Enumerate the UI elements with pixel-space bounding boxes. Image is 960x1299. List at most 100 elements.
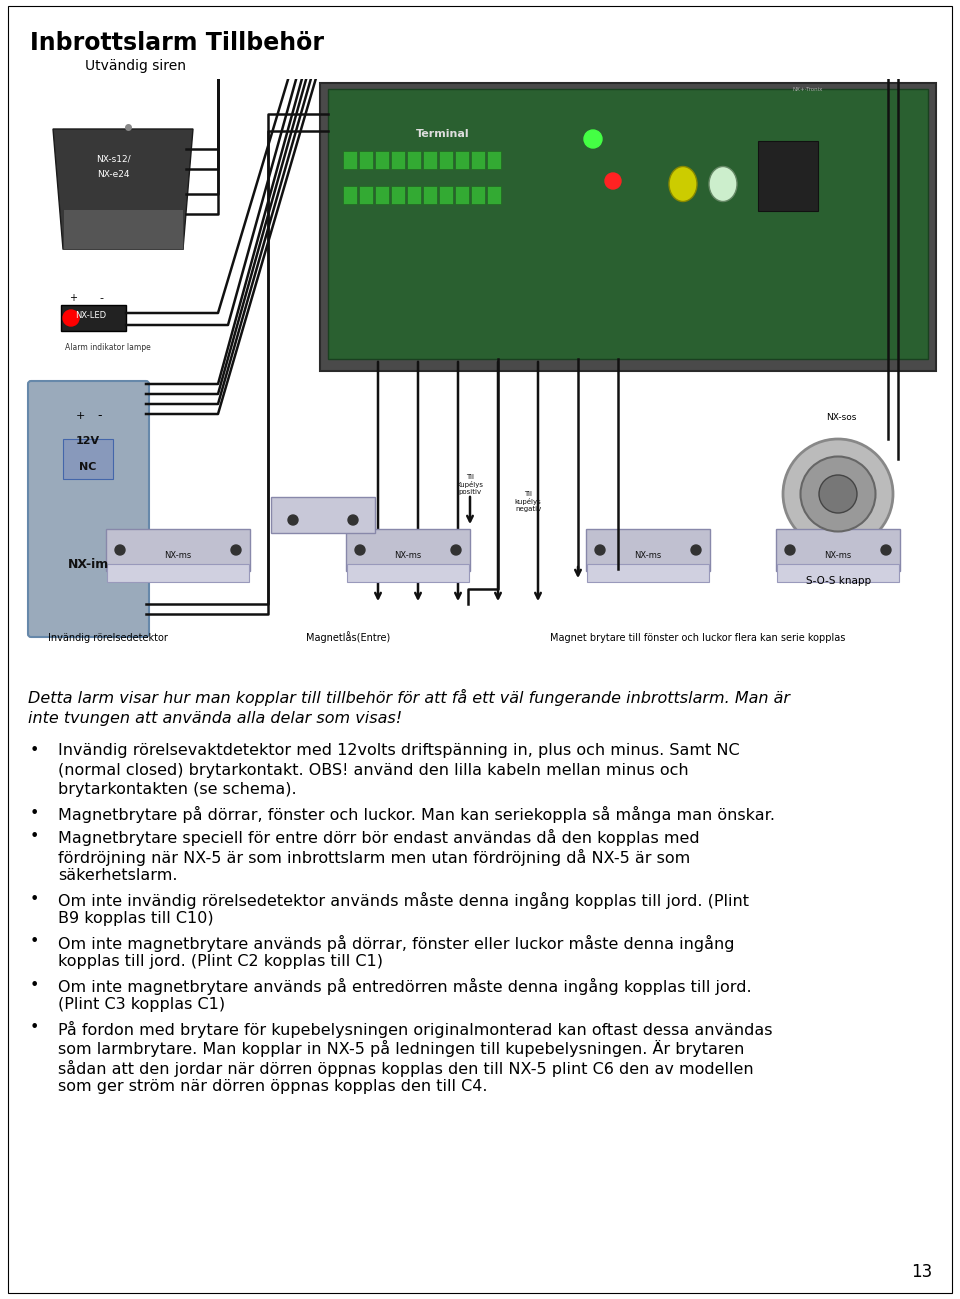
- Circle shape: [288, 514, 298, 525]
- Text: På fordon med brytare för kupebelysningen originalmonterad kan oftast dessa anvä: På fordon med brytare för kupebelysninge…: [58, 1021, 773, 1038]
- FancyBboxPatch shape: [391, 10, 405, 29]
- Text: NX+-Tronix: NX+-Tronix: [793, 87, 823, 92]
- Polygon shape: [53, 129, 193, 249]
- FancyBboxPatch shape: [439, 10, 453, 29]
- Text: •: •: [30, 829, 39, 844]
- Text: +: +: [75, 410, 84, 421]
- FancyBboxPatch shape: [628, 0, 758, 19]
- FancyBboxPatch shape: [359, 151, 373, 169]
- Circle shape: [785, 546, 795, 555]
- Ellipse shape: [740, 0, 776, 31]
- Text: Magnetlås(Entre): Magnetlås(Entre): [306, 631, 390, 643]
- FancyBboxPatch shape: [343, 45, 357, 64]
- Circle shape: [691, 546, 701, 555]
- Ellipse shape: [819, 475, 857, 513]
- Text: +: +: [69, 294, 77, 303]
- Text: Inbrottslarm Tillbehör: Inbrottslarm Tillbehör: [30, 31, 324, 55]
- Text: säkerhetslarm.: säkerhetslarm.: [58, 868, 178, 883]
- FancyBboxPatch shape: [391, 45, 405, 64]
- FancyBboxPatch shape: [391, 186, 405, 204]
- Text: NX-LED: NX-LED: [76, 310, 107, 320]
- Text: Om inte magnetbrytare används på dörrar, fönster eller luckor måste denna ingång: Om inte magnetbrytare används på dörrar,…: [58, 934, 734, 951]
- Text: Til
kupélys
negativ: Til kupélys negativ: [515, 491, 541, 512]
- Ellipse shape: [669, 166, 697, 201]
- Text: som larmbrytare. Man kopplar in NX-5 på ledningen till kupebelysningen. Är bryta: som larmbrytare. Man kopplar in NX-5 på …: [58, 1040, 744, 1057]
- FancyBboxPatch shape: [439, 45, 453, 64]
- Polygon shape: [63, 209, 183, 249]
- FancyBboxPatch shape: [455, 10, 469, 29]
- Text: sådan att den jordar när dörren öppnas kopplas den till NX-5 plint C6 den av mod: sådan att den jordar när dörren öppnas k…: [58, 1060, 754, 1077]
- Circle shape: [348, 514, 358, 525]
- FancyBboxPatch shape: [471, 186, 485, 204]
- Circle shape: [63, 310, 79, 326]
- FancyBboxPatch shape: [455, 45, 469, 64]
- FancyBboxPatch shape: [106, 529, 250, 572]
- Ellipse shape: [721, 0, 796, 52]
- Text: Om inte magnetbrytare används på entredörren måste denna ingång kopplas till jor: Om inte magnetbrytare används på entredö…: [58, 978, 752, 995]
- FancyBboxPatch shape: [587, 564, 709, 582]
- Text: Magnet brytare till fönster och luckor flera kan serie kopplas: Magnet brytare till fönster och luckor f…: [550, 633, 846, 643]
- FancyBboxPatch shape: [407, 45, 421, 64]
- FancyBboxPatch shape: [586, 529, 710, 572]
- Text: B9 kopplas till C10): B9 kopplas till C10): [58, 911, 214, 926]
- Text: NX-ms: NX-ms: [164, 552, 192, 560]
- FancyBboxPatch shape: [423, 45, 437, 64]
- FancyBboxPatch shape: [320, 83, 936, 372]
- FancyBboxPatch shape: [407, 186, 421, 204]
- Circle shape: [584, 0, 602, 3]
- Text: Magnetbrytare på dörrar, fönster och luckor. Man kan seriekoppla så många man ön: Magnetbrytare på dörrar, fönster och luc…: [58, 805, 775, 822]
- Text: (normal closed) brytarkontakt. OBS! använd den lilla kabeln mellan minus och: (normal closed) brytarkontakt. OBS! anvä…: [58, 763, 688, 778]
- Ellipse shape: [801, 456, 876, 531]
- Circle shape: [595, 546, 605, 555]
- Text: Om inte invändig rörelsedetektor används måste denna ingång kopplas till jord. (: Om inte invändig rörelsedetektor används…: [58, 891, 749, 908]
- Circle shape: [115, 546, 125, 555]
- FancyBboxPatch shape: [375, 45, 389, 64]
- FancyBboxPatch shape: [28, 381, 149, 637]
- Text: Detta larm visar hur man kopplar till tillbehör för att få ett väl fungerande in: Detta larm visar hur man kopplar till ti…: [28, 688, 790, 707]
- Text: Magnetbrytare speciell för entre dörr bör endast användas då den kopplas med: Magnetbrytare speciell för entre dörr bö…: [58, 829, 700, 846]
- Circle shape: [605, 173, 621, 188]
- FancyBboxPatch shape: [455, 186, 469, 204]
- Text: S-O-S knapp: S-O-S knapp: [806, 575, 871, 586]
- FancyBboxPatch shape: [407, 10, 421, 29]
- Text: fördröjning när NX-5 är som inbrottslarm men utan fördröjning då NX-5 är som: fördröjning när NX-5 är som inbrottslarm…: [58, 848, 690, 865]
- FancyBboxPatch shape: [423, 10, 437, 29]
- FancyBboxPatch shape: [777, 564, 899, 582]
- FancyBboxPatch shape: [375, 151, 389, 169]
- FancyBboxPatch shape: [359, 45, 373, 64]
- Circle shape: [881, 546, 891, 555]
- Text: NX-ms: NX-ms: [395, 552, 421, 560]
- FancyBboxPatch shape: [487, 10, 501, 29]
- Text: •: •: [30, 805, 39, 821]
- Circle shape: [355, 546, 365, 555]
- FancyBboxPatch shape: [375, 10, 389, 29]
- Text: NX-sos: NX-sos: [826, 413, 856, 422]
- FancyBboxPatch shape: [758, 142, 818, 210]
- Text: kopplas till jord. (Plint C2 kopplas till C1): kopplas till jord. (Plint C2 kopplas til…: [58, 953, 383, 969]
- Text: NX-ms: NX-ms: [825, 552, 852, 560]
- Text: •: •: [30, 891, 39, 907]
- FancyBboxPatch shape: [455, 151, 469, 169]
- Text: -: -: [98, 409, 103, 422]
- Ellipse shape: [709, 166, 737, 201]
- FancyBboxPatch shape: [346, 529, 470, 572]
- Text: •: •: [30, 934, 39, 950]
- FancyBboxPatch shape: [271, 498, 375, 533]
- FancyBboxPatch shape: [423, 151, 437, 169]
- Circle shape: [451, 546, 461, 555]
- FancyBboxPatch shape: [61, 305, 126, 331]
- Text: (Plint C3 kopplas C1): (Plint C3 kopplas C1): [58, 998, 226, 1012]
- FancyBboxPatch shape: [328, 90, 928, 359]
- FancyBboxPatch shape: [347, 564, 469, 582]
- Text: Invändig rörelsevaktdetektor med 12volts driftspänning in, plus och minus. Samt : Invändig rörelsevaktdetektor med 12volts…: [58, 743, 739, 759]
- Text: Utvändig siren: Utvändig siren: [85, 58, 186, 73]
- FancyBboxPatch shape: [407, 151, 421, 169]
- Text: Invändig rörelsedetektor: Invändig rörelsedetektor: [48, 633, 168, 643]
- FancyBboxPatch shape: [487, 151, 501, 169]
- FancyBboxPatch shape: [487, 186, 501, 204]
- FancyBboxPatch shape: [375, 186, 389, 204]
- FancyBboxPatch shape: [471, 45, 485, 64]
- FancyBboxPatch shape: [439, 186, 453, 204]
- Text: NX-ms: NX-ms: [635, 552, 661, 560]
- Text: brytarkontakten (se schema).: brytarkontakten (se schema).: [58, 782, 297, 798]
